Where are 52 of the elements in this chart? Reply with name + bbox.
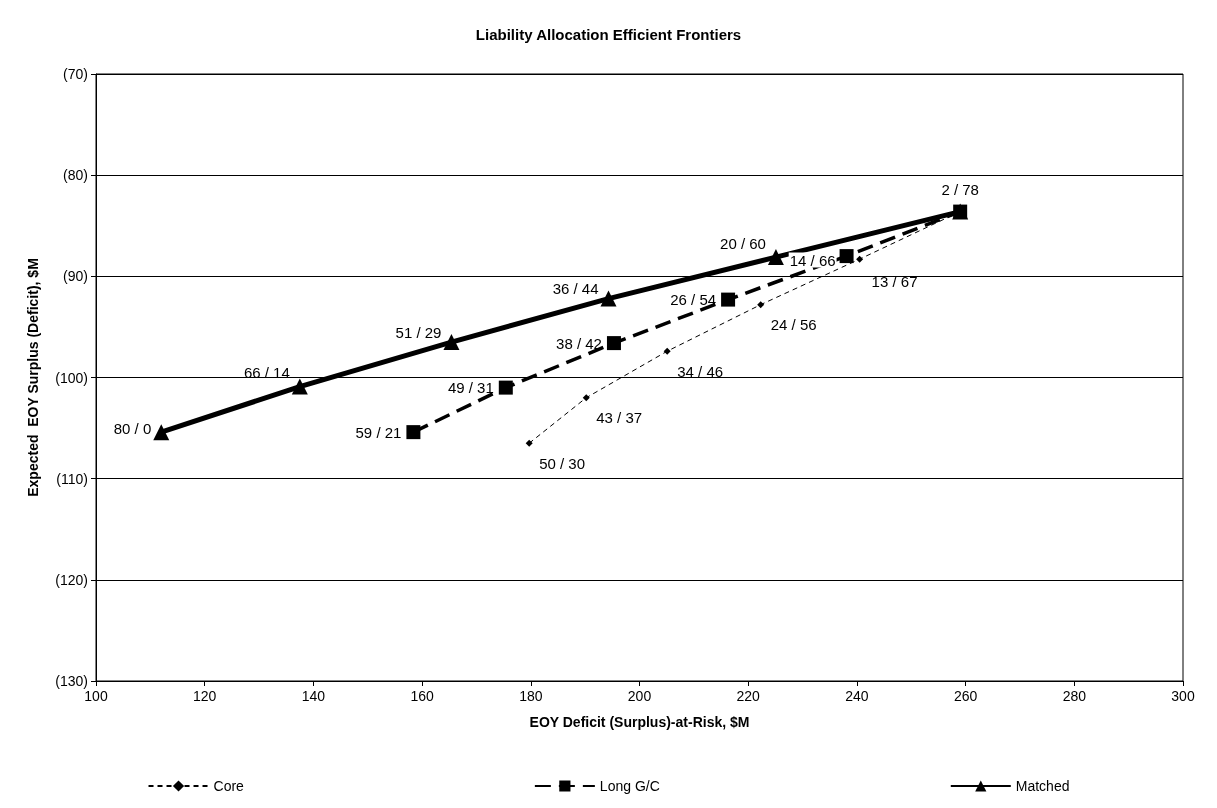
annotation: 36 / 44 [552,280,599,298]
point [406,425,421,440]
point [153,424,170,441]
point [757,301,765,309]
annotation: 59 / 21 [355,423,402,441]
x-tick-label: 140 [301,688,326,704]
x-tick-label: 200 [627,688,652,704]
x-tick-label: 100 [84,688,108,704]
point [721,292,736,307]
x-axis-title: EOY Deficit (Surplus)-at-Risk, $M [529,714,750,730]
annotation: 14 / 66 [789,251,836,269]
y-tick-label: (130) [55,673,88,689]
point [600,290,617,307]
annotation: 20 / 60 [720,234,766,252]
point [839,249,854,264]
annotation: 2 / 78 [941,181,979,199]
point [443,334,460,351]
annotation: 43 / 37 [596,409,643,427]
point [582,394,590,402]
annotation: 24 / 56 [770,316,817,334]
point [498,380,513,395]
y-tick-label: (120) [55,571,88,588]
chart-title: Liability Allocation Efficient Frontiers [475,26,742,43]
annotation: 50 / 30 [539,454,586,472]
x-tick-label: 220 [736,688,761,704]
legend-label: Matched [1015,778,1070,794]
annotation: 26 / 54 [670,291,717,309]
point [606,336,621,351]
annotation: 34 / 46 [677,362,724,380]
y-tick-label: (70) [63,66,88,82]
point [291,378,308,395]
y-tick-label: (90) [63,268,88,285]
annotation: 80 / 0 [113,419,152,437]
annotation: 49 / 31 [447,379,494,397]
y-axis-title: Expected EOY Surplus (Deficit), $M [25,258,41,497]
x-tick-label: 120 [193,688,217,704]
y-tick-label: (100) [55,369,88,386]
legend-label: Core [213,778,245,794]
x-tick-label: 260 [953,688,978,704]
point [525,439,533,447]
x-tick-label: 300 [1171,688,1195,704]
y-tick-label: (80) [63,167,88,184]
x-tick-label: 280 [1062,688,1087,704]
x-tick-label: 160 [410,688,434,704]
annotation: 51 / 29 [395,323,442,341]
legend-label: Long G/C [599,778,660,794]
x-tick-label: 180 [519,688,543,704]
x-tick-label: 240 [845,688,869,704]
y-tick-label: (110) [56,470,88,487]
point [767,249,784,266]
point [663,347,671,355]
point [856,255,864,263]
